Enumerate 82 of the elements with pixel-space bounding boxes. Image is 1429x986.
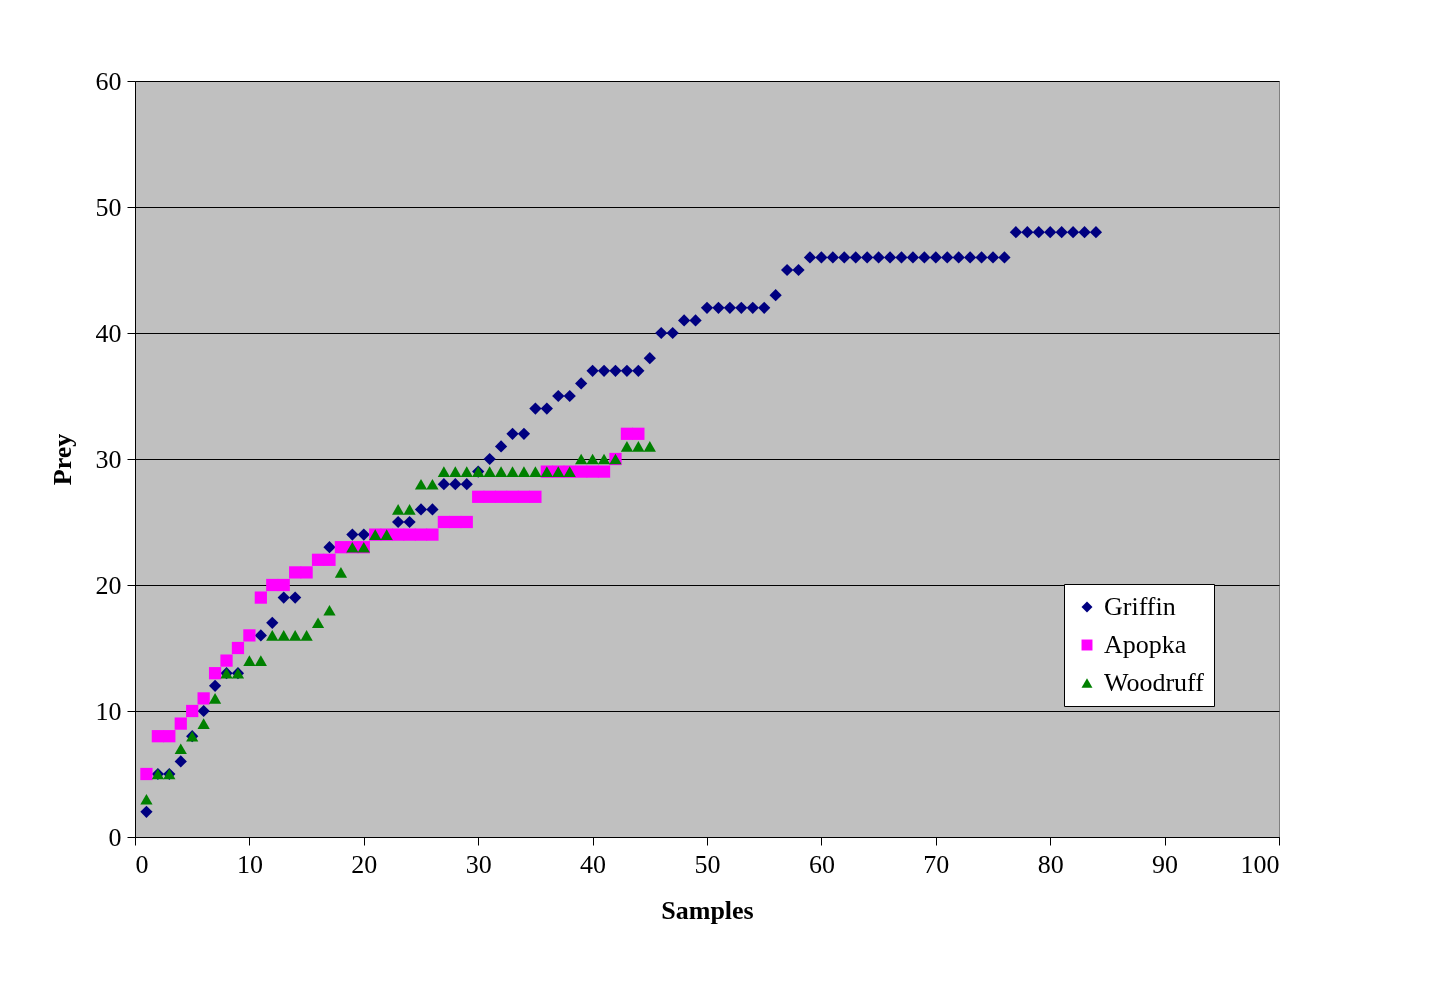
point [266, 578, 279, 592]
point [289, 630, 302, 641]
point [449, 515, 462, 529]
point [472, 490, 485, 503]
point [529, 490, 542, 503]
point [575, 465, 588, 478]
point [300, 566, 313, 579]
point [643, 441, 656, 452]
point [483, 466, 496, 477]
x-tick-label: 100 [1240, 849, 1280, 879]
x-tick-label: 20 [351, 849, 378, 879]
point [575, 453, 588, 465]
y-tick-label: 50 [95, 192, 122, 222]
point [597, 453, 611, 465]
point [254, 655, 267, 666]
point [597, 465, 611, 478]
point [208, 693, 222, 704]
point [197, 692, 210, 705]
point [140, 767, 153, 781]
point [220, 654, 233, 667]
point [174, 717, 187, 730]
point [392, 504, 405, 515]
point [449, 466, 462, 477]
point [632, 441, 645, 452]
point [437, 466, 450, 477]
point [289, 566, 302, 579]
y-axis-title: Prey [47, 433, 77, 486]
point [197, 718, 210, 729]
point [426, 478, 439, 490]
point [254, 591, 267, 604]
point [243, 655, 256, 666]
x-tick-label: 80 [1037, 849, 1064, 879]
y-tick-label: 30 [95, 444, 122, 474]
y-tick-label: 40 [95, 318, 122, 348]
y-tick-label: 20 [95, 570, 122, 600]
point [517, 466, 531, 477]
y-tick-label: 10 [95, 696, 122, 726]
y-tick-label: 0 [108, 822, 122, 852]
x-tick-label: 70 [923, 849, 950, 879]
point [632, 427, 645, 440]
x-axis-title: Samples [661, 895, 754, 925]
x-tick-label: 10 [236, 849, 263, 879]
x-tick-label: 50 [694, 849, 721, 879]
point [243, 629, 256, 642]
point [208, 667, 222, 680]
point [620, 441, 634, 452]
point [529, 466, 542, 477]
point [426, 528, 439, 541]
point [586, 465, 599, 478]
point [186, 704, 199, 718]
x-tick-label: 30 [465, 849, 492, 879]
point [414, 478, 428, 490]
point [163, 730, 176, 743]
point [277, 578, 290, 592]
point [403, 528, 416, 541]
point [460, 466, 473, 477]
point [414, 528, 428, 541]
point [266, 630, 279, 641]
point [300, 630, 313, 641]
point [140, 793, 153, 805]
point [334, 567, 348, 578]
point [231, 641, 245, 655]
point [174, 743, 187, 755]
legend-label: Griffin [1104, 592, 1176, 621]
point [277, 630, 290, 641]
point [460, 515, 473, 529]
point [506, 490, 519, 503]
legend-label: Apopka [1104, 630, 1187, 659]
point [392, 528, 405, 541]
point [323, 604, 336, 616]
x-tick-label: 40 [580, 849, 607, 879]
point [311, 617, 325, 629]
point [403, 504, 416, 515]
x-tick-label: 0 [135, 849, 149, 879]
y-tick-label: 60 [95, 66, 122, 96]
point [494, 466, 508, 477]
point [506, 466, 519, 477]
point [323, 553, 336, 566]
x-tick-label: 90 [1152, 849, 1179, 879]
legend-label: Woodruff [1104, 668, 1205, 697]
x-tick-label: 60 [808, 849, 835, 879]
point [586, 453, 599, 465]
